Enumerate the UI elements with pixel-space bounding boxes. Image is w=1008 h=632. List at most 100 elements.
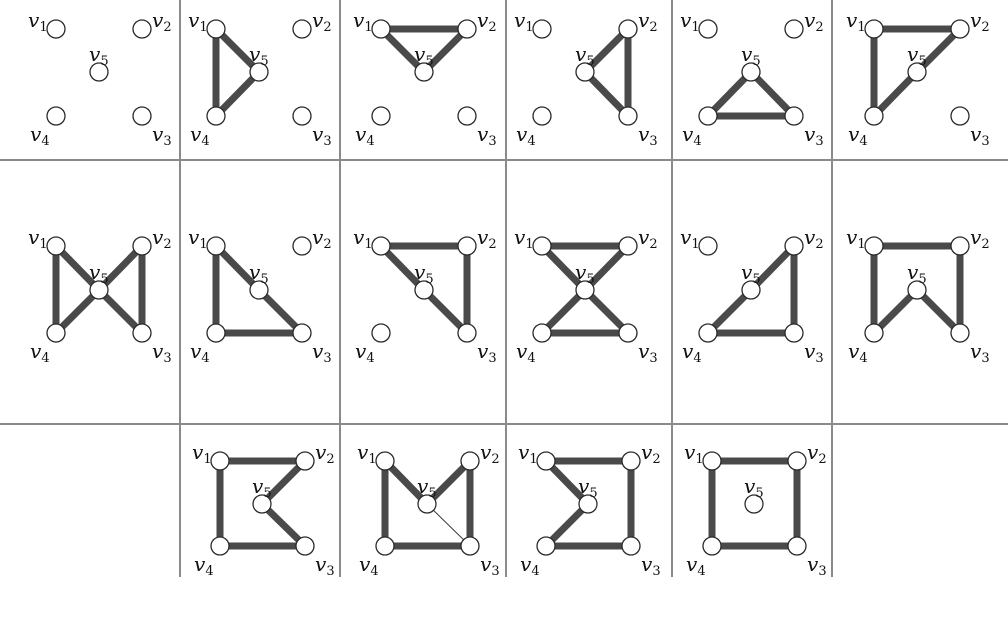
- vertex-label-subscript: 2: [652, 452, 660, 467]
- vertex-label-base: v: [638, 122, 650, 146]
- vertex-label-base: v: [744, 474, 756, 498]
- vertex-label-subscript: 3: [981, 134, 989, 149]
- vertex-v1: [375, 451, 395, 471]
- vertex-v2: [618, 236, 638, 256]
- vertex-label-subscript: 2: [649, 237, 657, 252]
- vertex-label-base: v: [30, 122, 42, 146]
- vertex-label-base: v: [312, 225, 324, 249]
- vertex-label-subscript: 3: [649, 134, 657, 149]
- vertex-label-subscript: 5: [263, 486, 271, 501]
- vertex-label-subscript: 4: [859, 351, 867, 366]
- vertex-label-base: v: [357, 440, 369, 464]
- vertex-v1: [206, 19, 226, 39]
- vertex-label-base: v: [848, 122, 860, 146]
- vertex-label-subscript: 5: [260, 54, 268, 69]
- vertex-v5: [741, 280, 761, 300]
- vertex-label-base: v: [477, 339, 489, 363]
- edge-v1-v5: [538, 242, 589, 294]
- vertex-label-v5: v5: [575, 260, 595, 287]
- vertex-label-base: v: [638, 225, 650, 249]
- vertex-label-subscript: 5: [918, 272, 926, 287]
- vertex-label-v2: v2: [477, 225, 497, 252]
- vertex-label-base: v: [970, 8, 982, 32]
- vertex-label-v1: v1: [192, 440, 212, 467]
- vertex-v5: [89, 280, 109, 300]
- vertex-label-subscript: 2: [488, 237, 496, 252]
- vertex-label-subscript: 4: [531, 564, 539, 579]
- vertex-label-subscript: 1: [39, 237, 47, 252]
- vertex-label-v4: v4: [682, 122, 702, 149]
- vertex-label-v5: v5: [741, 42, 761, 69]
- vertex-label-base: v: [30, 339, 42, 363]
- vertex-v1: [371, 236, 391, 256]
- vertex-label-base: v: [152, 339, 164, 363]
- vertex-label-v1: v1: [680, 225, 700, 252]
- vertex-v5: [89, 62, 109, 82]
- vertex-label-base: v: [315, 440, 327, 464]
- vertex-label-v3: v3: [477, 122, 497, 149]
- vertex-label-subscript: 1: [857, 237, 865, 252]
- vertex-label-subscript: 4: [41, 351, 49, 366]
- vertex-label-subscript: 5: [100, 54, 108, 69]
- edge-v1-v5: [377, 242, 428, 294]
- vertex-label-base: v: [741, 260, 753, 284]
- vertex-label-subscript: 3: [488, 134, 496, 149]
- vertex-v5: [578, 494, 598, 514]
- vertex-v2: [132, 236, 152, 256]
- vertex-v2: [132, 19, 152, 39]
- vertex-label-v3: v3: [480, 552, 500, 579]
- vertex-v4: [210, 536, 230, 556]
- vertex-label-base: v: [807, 552, 819, 576]
- vertex-label-subscript: 3: [815, 134, 823, 149]
- vertex-label-v3: v3: [312, 122, 332, 149]
- vertex-label-v5: v5: [414, 42, 434, 69]
- vertex-label-subscript: 3: [163, 134, 171, 149]
- vertex-label-subscript: 1: [364, 20, 372, 35]
- vertex-label-v5: v5: [89, 260, 109, 287]
- vertex-label-v5: v5: [89, 42, 109, 69]
- vertex-label-base: v: [192, 440, 204, 464]
- vertex-v2: [784, 236, 804, 256]
- vertex-label-subscript: 5: [752, 272, 760, 287]
- edge-v4-v5: [542, 500, 592, 550]
- vertex-label-subscript: 4: [693, 134, 701, 149]
- vertex-label-subscript: 3: [323, 351, 331, 366]
- vertex-label-v4: v4: [355, 122, 375, 149]
- vertex-label-subscript: 1: [691, 237, 699, 252]
- vertex-label-v1: v1: [846, 8, 866, 35]
- vertex-label-base: v: [848, 339, 860, 363]
- edge-v3-v5: [581, 68, 632, 120]
- vertex-v5: [414, 62, 434, 82]
- vertex-label-subscript: 1: [529, 452, 537, 467]
- vertex-label-base: v: [89, 42, 101, 66]
- vertex-label-v5: v5: [741, 260, 761, 287]
- edge-v2-v5: [747, 242, 798, 294]
- vertex-label-base: v: [355, 339, 367, 363]
- vertex-label-v2: v2: [312, 225, 332, 252]
- vertex-label-v2: v2: [315, 440, 335, 467]
- vertex-label-subscript: 5: [100, 272, 108, 287]
- vertex-label-base: v: [188, 225, 200, 249]
- vertex-label-v4: v4: [520, 552, 540, 579]
- vertex-label-base: v: [480, 552, 492, 576]
- vertex-label-v1: v1: [846, 225, 866, 252]
- vertex-label-subscript: 5: [428, 486, 436, 501]
- vertex-label-v1: v1: [28, 225, 48, 252]
- vertex-label-base: v: [152, 225, 164, 249]
- vertex-v5: [414, 280, 434, 300]
- vertex-label-base: v: [353, 8, 365, 32]
- edge-v4-v5: [538, 286, 589, 337]
- vertex-label-v2: v2: [152, 8, 172, 35]
- vertex-label-v2: v2: [477, 8, 497, 35]
- panel-grid-lines: [0, 0, 1008, 577]
- vertex-label-subscript: 4: [859, 134, 867, 149]
- vertex-v2: [292, 236, 312, 256]
- vertex-v2: [457, 236, 477, 256]
- vertex-label-subscript: 2: [323, 20, 331, 35]
- vertex-label-subscript: 1: [525, 237, 533, 252]
